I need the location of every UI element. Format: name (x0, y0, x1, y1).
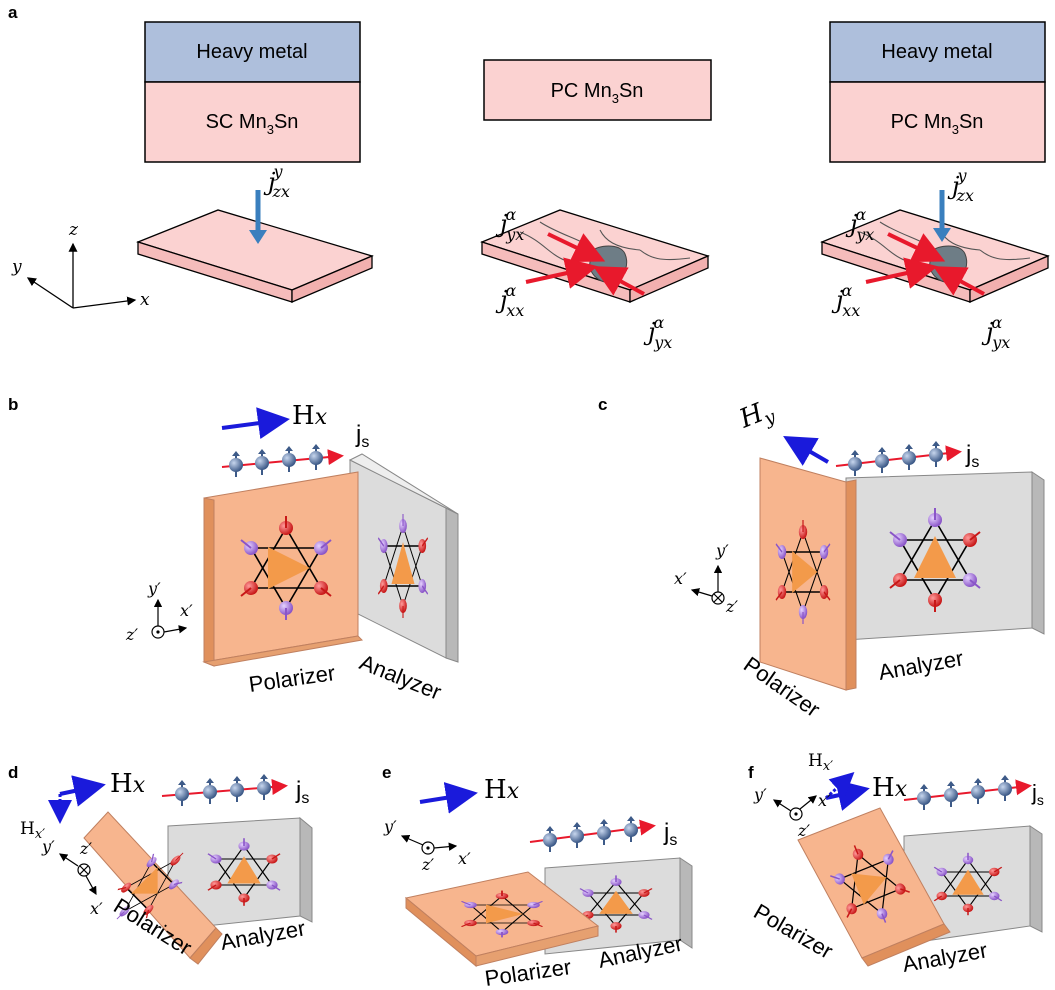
panel-c: c Hy js y′ x′ z′ (598, 394, 1045, 722)
panel-label-d: d (8, 763, 18, 782)
analyzer-plate-b (348, 453, 459, 663)
spin-chain-d (161, 773, 288, 807)
panel-a: a Heavy metal SC Mn3Sn PC Mn3Sn Heavy me… (8, 3, 1050, 352)
field-label-f: Hx (872, 773, 908, 803)
axis-y-label: y (11, 257, 22, 277)
label-j-yx-a-mid-bottom: jα yx (643, 313, 672, 352)
axes-b: y′ x′ z′ (125, 579, 193, 644)
stack-left-top-label: Heavy metal (196, 41, 307, 63)
field2-label-f: Hx′ (808, 751, 833, 774)
field-label-c: Hy (734, 394, 779, 439)
label-j-xx-a-mid: jα xx (495, 281, 524, 320)
stack-middle-label: PC Mn3Sn (551, 80, 644, 106)
stack-right-top-label: Heavy metal (881, 41, 992, 63)
field-arrow-e (419, 781, 478, 814)
slab-middle: jα yx jα xx jα yx (480, 205, 710, 352)
axes-e: y′ x′ z′ (383, 817, 471, 874)
axis-z-label-b: z′ (125, 625, 138, 644)
field-arrow-f-2 (824, 771, 855, 800)
panel-e: e Hx js y′ x′ z′ (382, 763, 693, 990)
axis-z-label-e: z′ (421, 855, 434, 874)
stack-left: Heavy metal SC Mn3Sn (144, 21, 361, 163)
label-j-xx-a-right: jα xx (831, 281, 860, 320)
axis-z-label-f: z′ (797, 821, 810, 840)
spin-current-label-f: js (1031, 780, 1044, 808)
spin-chain-c (835, 440, 962, 477)
stack-middle: PC Mn3Sn (483, 59, 712, 121)
panel-b: b Hx js y′ (8, 395, 459, 705)
analyzer-plate-c (845, 471, 1045, 641)
axis-y-label-d: y′ (41, 837, 55, 856)
spin-chain-f (903, 774, 1032, 811)
label-j-zx-y-left: jy zx (263, 162, 290, 201)
polarizer-plate-d (83, 811, 223, 965)
slab-left: jy zx (136, 162, 374, 303)
polarizer-plate-f (797, 807, 951, 967)
field-label-b: Hx (292, 401, 328, 431)
axis-z-label-c: z′ (725, 597, 738, 616)
axis-y-label-c: y′ (715, 541, 729, 560)
polarizer-plate-c (759, 457, 857, 691)
axis-z-label-d: z′ (79, 839, 92, 858)
axis-x-label-e: x′ (458, 849, 471, 868)
spin-chain-e (529, 815, 656, 853)
field2-label-d: Hx′ (20, 819, 45, 842)
axis-y-label-e: y′ (383, 817, 397, 836)
panel-label-c: c (598, 395, 607, 414)
spin-current-label-d: js (295, 777, 309, 807)
field-label-e: Hx (484, 775, 520, 805)
spin-chain-b (221, 443, 344, 478)
field-arrow-c (783, 435, 830, 466)
analyzer-label-c: Analyzer (877, 645, 966, 684)
axis-x-label-d: x′ (90, 899, 103, 918)
axis-x-label-f: x′ (818, 791, 831, 810)
label-j-zx-y-right: jy zx (947, 166, 974, 205)
panel-label-f: f (748, 763, 754, 782)
panel-f: f Hx′ Hx js y′ x′ z (748, 751, 1044, 977)
analyzer-label-b: Analyzer (356, 649, 445, 704)
polarizer-label-f: Polarizer (750, 899, 838, 964)
polarizer-plate-b (202, 471, 364, 667)
axes-xyz: z x y (11, 220, 150, 310)
axis-x-label-c: x′ (674, 569, 687, 588)
axis-y-label-f: y′ (753, 785, 767, 804)
panel-label-b: b (8, 395, 18, 414)
panel-d: d Hx Hx′ js y′ x′ (8, 763, 313, 965)
field-arrow-b (221, 407, 290, 440)
polarizer-label-b: Polarizer (247, 660, 336, 697)
stack-right: Heavy metal PC Mn3Sn (829, 21, 1046, 163)
spin-current-label-b: js (355, 421, 369, 451)
axes-c: y′ x′ z′ (674, 541, 738, 616)
axes-f: y′ x′ z′ (753, 785, 831, 840)
label-j-yx-a-right-bottom: jα yx (981, 313, 1010, 352)
axis-x-label: x (140, 290, 150, 310)
polarizer-plate-e (404, 871, 600, 968)
stack-left-bottom-label: SC Mn3Sn (206, 111, 299, 137)
axis-y-label-b: y′ (147, 579, 161, 598)
panel-label-e: e (382, 763, 391, 782)
analyzer-plate-d (167, 816, 313, 931)
axis-x-label-b: x′ (180, 601, 193, 620)
field-arrow-d (59, 775, 106, 807)
slab-right: jy zx jα yx jα xx jα yx (820, 166, 1050, 352)
axes-d: y′ x′ z′ (41, 837, 103, 918)
spin-current-label-e: js (663, 819, 677, 849)
axis-z-label: z (68, 220, 79, 240)
panel-label-a: a (8, 3, 18, 22)
spin-current-label-c: js (965, 441, 979, 471)
field-label-d: Hx (110, 769, 146, 799)
stack-right-bottom-label: PC Mn3Sn (891, 111, 984, 137)
